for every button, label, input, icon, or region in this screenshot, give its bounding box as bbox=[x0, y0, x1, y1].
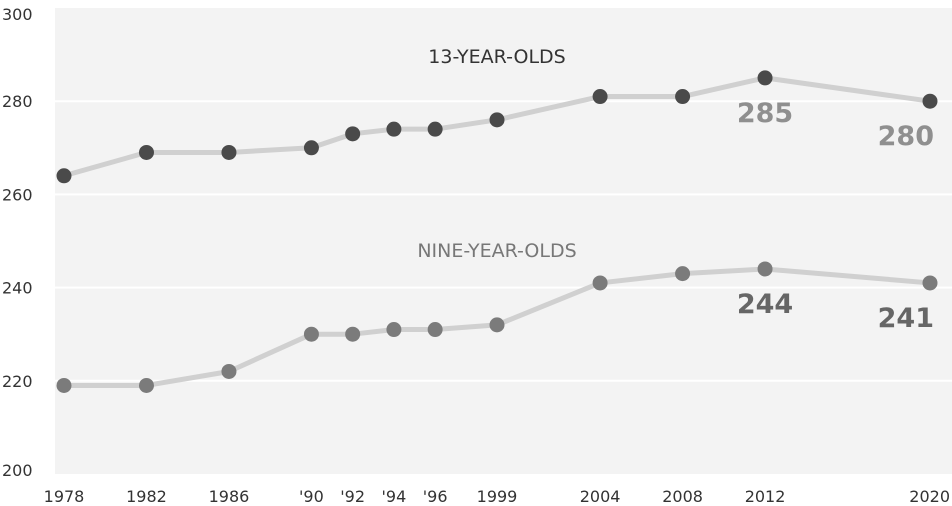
data-point-0-1999 bbox=[489, 112, 505, 128]
data-point-1-1978 bbox=[56, 377, 72, 393]
x-tick-label-1999: 1999 bbox=[477, 487, 518, 506]
data-point-0-1982 bbox=[138, 144, 154, 160]
data-point-1-1986 bbox=[221, 363, 237, 379]
gridlines bbox=[55, 100, 952, 382]
series-label-13-year-olds: 13-YEAR-OLDS bbox=[428, 46, 565, 68]
data-point-1-1994 bbox=[386, 322, 402, 338]
labels: 13-YEAR-OLDS NINE-YEAR-OLDS bbox=[417, 46, 576, 262]
series-line-1 bbox=[61, 266, 933, 388]
data-point-0-2004 bbox=[592, 89, 608, 105]
data-label-1-2020: 241 bbox=[878, 303, 934, 334]
data-point-1-1990 bbox=[303, 326, 319, 342]
y-tick-label-240: 240 bbox=[2, 279, 33, 298]
data-point-1-2008 bbox=[675, 266, 691, 282]
data-point-1-1999 bbox=[489, 317, 505, 333]
x-tick-label-2012: 2012 bbox=[745, 487, 786, 506]
series: 285 280 244 241 bbox=[56, 70, 938, 393]
data-point-0-1994 bbox=[386, 121, 402, 137]
x-tick-label-1982: 1982 bbox=[126, 487, 167, 506]
data-point-1-1996 bbox=[427, 322, 443, 338]
series-line-0 bbox=[61, 75, 933, 179]
data-point-1-1992 bbox=[345, 326, 361, 342]
data-point-0-2008 bbox=[675, 89, 691, 105]
data-point-0-2012 bbox=[757, 70, 773, 86]
x-tick-label-1996: '96 bbox=[423, 487, 448, 506]
y-tick-label-300: 300 bbox=[2, 5, 33, 24]
data-label-0-2020: 280 bbox=[878, 121, 934, 152]
data-label-0-2012: 285 bbox=[737, 98, 793, 129]
y-tick-label-280: 280 bbox=[2, 92, 33, 111]
x-tick-label-1994: '94 bbox=[382, 487, 407, 506]
series-label-nine-year-olds: NINE-YEAR-OLDS bbox=[417, 240, 576, 262]
data-point-1-2020 bbox=[922, 275, 938, 291]
series-0: 285 280 bbox=[56, 70, 938, 184]
x-tick-label-2004: 2004 bbox=[580, 487, 621, 506]
data-point-1-1982 bbox=[138, 377, 154, 393]
x-tick-label-1986: 1986 bbox=[209, 487, 250, 506]
x-tick-label-1978: 1978 bbox=[44, 487, 85, 506]
y-tick-label-200: 200 bbox=[2, 461, 33, 480]
y-tick-label-260: 260 bbox=[2, 185, 33, 204]
data-point-1-2004 bbox=[592, 275, 608, 291]
data-point-0-1992 bbox=[345, 126, 361, 142]
x-tick-label-1990: '90 bbox=[299, 487, 324, 506]
data-point-0-2020 bbox=[922, 93, 938, 109]
data-point-0-1978 bbox=[56, 168, 72, 184]
y-tick-label-220: 220 bbox=[2, 372, 33, 391]
data-point-1-2012 bbox=[757, 261, 773, 277]
series-1: 244 241 bbox=[56, 261, 938, 393]
data-point-0-1986 bbox=[221, 144, 237, 160]
axes: 200 220 240 260 280 300 1978 1982 1986 '90 '92 '94 '… bbox=[2, 5, 950, 506]
data-point-0-1996 bbox=[427, 121, 443, 137]
x-tick-label-2008: 2008 bbox=[662, 487, 703, 506]
x-tick-label-1992: '92 bbox=[340, 487, 365, 506]
x-tick-label-2020: 2020 bbox=[909, 487, 950, 506]
data-point-0-1990 bbox=[303, 140, 319, 156]
data-label-1-2012: 244 bbox=[737, 289, 793, 320]
